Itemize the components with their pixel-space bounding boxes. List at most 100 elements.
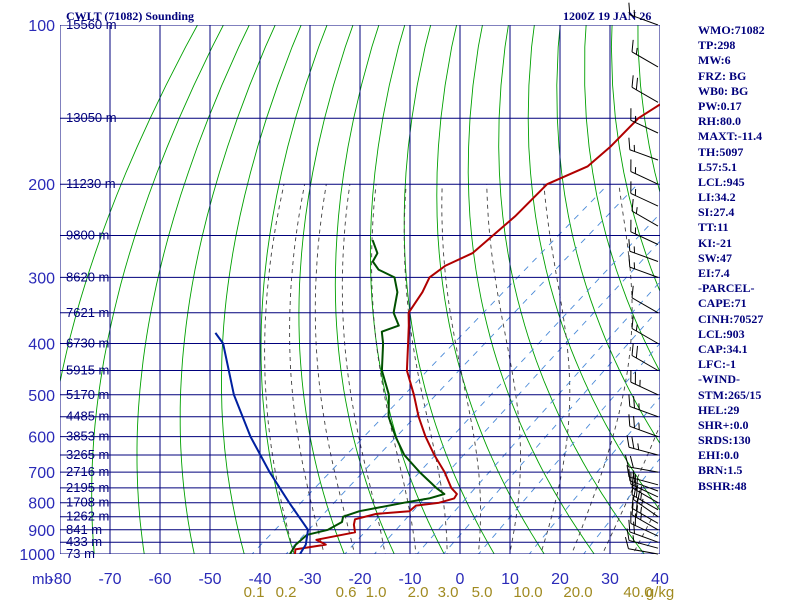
- wind-barb: [631, 39, 659, 68]
- pressure-tick-label: 100: [28, 18, 55, 35]
- index-item: SHR+:0.0: [698, 417, 749, 432]
- index-item: KI:-21: [698, 235, 732, 250]
- mixing-ratio-line: [478, 342, 660, 554]
- wind-barb: [628, 2, 659, 26]
- height-label: 9800 m: [66, 228, 109, 243]
- height-label: 1262 m: [66, 509, 109, 524]
- height-label: 6730 m: [66, 336, 109, 351]
- mixing-ratio-label: 1.0: [366, 584, 387, 600]
- pressure-tick-label: 200: [28, 177, 55, 194]
- moist-adiabat: [540, 184, 571, 554]
- moist-adiabat: [314, 184, 355, 554]
- wind-barb: [631, 75, 659, 103]
- temperature-tick-label: -70: [98, 571, 121, 588]
- mixing-ratio-line: [285, 183, 638, 554]
- dewpoint-profile: [289, 239, 446, 554]
- stability-indices-panel: WMO:71082 TP:298 MW:6 FRZ: BG WB0: BG PW:0.17…: [698, 23, 798, 494]
- temperature-tick-label: 10: [501, 571, 519, 588]
- dry-adiabat: [403, 25, 495, 554]
- wind-barb: [628, 394, 659, 418]
- mixing-ratio-line: [640, 528, 660, 554]
- mixing-ratio-unit-label: g/kg: [646, 584, 674, 600]
- dry-adiabat: [298, 25, 354, 554]
- index-item: HEL:29: [698, 402, 740, 417]
- wind-barb: [626, 465, 659, 486]
- mixing-ratio-label: 0.1: [244, 584, 265, 600]
- height-label: 5170 m: [66, 387, 109, 402]
- height-label: 433 m: [66, 534, 102, 549]
- dry-adiabat: [334, 25, 395, 554]
- wind-barb: [630, 181, 659, 207]
- wind-barb: [631, 343, 659, 371]
- index-item: TT:11: [698, 220, 729, 235]
- temperature-tick-label: 30: [601, 571, 619, 588]
- pressure-tick-label: 800: [28, 496, 55, 513]
- pressure-tick-label: 700: [28, 465, 55, 482]
- dry-adiabat: [136, 25, 250, 554]
- pressure-tick-label: 500: [28, 388, 55, 405]
- mixing-ratio-line: [443, 307, 660, 554]
- index-item: STM:265/15: [698, 387, 762, 402]
- mixing-ratio-line: [251, 183, 609, 554]
- mixing-ratio-label: 5.0: [472, 584, 493, 600]
- height-label: 841 m: [66, 522, 102, 537]
- height-label: 73 m: [66, 546, 95, 561]
- moist-adiabat: [371, 184, 417, 554]
- temperature-tick-label: -30: [298, 571, 321, 588]
- wind-barb: [630, 370, 659, 396]
- index-item: TH:5097: [698, 144, 744, 159]
- mixing-ratio-line: [416, 281, 660, 554]
- wind-barb: [631, 496, 659, 524]
- wind-barb: [630, 108, 659, 134]
- index-item: LCL:945: [698, 174, 745, 189]
- index-item: WB0: BG: [698, 83, 749, 98]
- mixing-ratio-line: [373, 240, 660, 554]
- dry-adiabat: [260, 25, 328, 554]
- index-item: L57:5.1: [698, 159, 737, 174]
- pressure-tick-label: 1000: [19, 547, 55, 564]
- pressure-tick-label: 300: [28, 270, 55, 287]
- wind-barb: [631, 316, 659, 344]
- moist-adiabat: [601, 424, 660, 554]
- height-label: 1708 m: [66, 495, 109, 510]
- pressure-tick-label: 900: [28, 523, 55, 540]
- wind-barb: [630, 159, 659, 185]
- index-item: BRN:1.5: [698, 463, 743, 478]
- mixing-ratio-label: 0.6: [336, 584, 357, 600]
- temperature-profile: [294, 103, 660, 554]
- mixing-ratio-label: 20.0: [563, 584, 592, 600]
- temperature-tick-label: -50: [198, 571, 221, 588]
- moist-adiabat: [441, 184, 482, 554]
- temperature-tick-label: 0: [456, 571, 465, 588]
- height-label: 8620 m: [66, 269, 109, 284]
- mixing-ratio-label: 2.0: [408, 584, 429, 600]
- wind-barb: [630, 219, 659, 245]
- index-item: FRZ: BG: [698, 68, 747, 83]
- index-item: CINH:70527: [698, 311, 764, 326]
- temperature-tick-label: 40: [651, 571, 669, 588]
- wind-barb: [628, 519, 659, 543]
- index-item: SI:27.4: [698, 205, 735, 220]
- temperature-tick-label: -80: [48, 571, 71, 588]
- index-item: SW:47: [698, 250, 733, 265]
- height-label: 13050 m: [66, 110, 117, 125]
- height-label: 11230 m: [66, 176, 116, 191]
- index-item: RH:80.0: [698, 114, 741, 129]
- height-label: 15560 m: [66, 17, 117, 32]
- index-item: MAXT:-11.4: [698, 129, 763, 144]
- temperature-tick-label: 20: [551, 571, 569, 588]
- index-item: -WIND-: [698, 372, 740, 387]
- mixing-ratio-label: 10.0: [513, 584, 542, 600]
- index-item: LCL:903: [698, 326, 745, 341]
- height-label: 2195 m: [66, 480, 109, 495]
- pressure-tick-label: 600: [28, 430, 55, 447]
- index-item: CAP:34.1: [698, 341, 748, 356]
- pressure-axis-unit-label: mb: [32, 571, 53, 588]
- moist-adiabat: [264, 184, 295, 554]
- height-label: 5915 m: [66, 363, 109, 378]
- temperature-tick-label: -60: [148, 571, 171, 588]
- index-item: PW:0.17: [698, 98, 742, 113]
- dry-adiabat: [467, 25, 595, 554]
- index-item: MW:6: [698, 53, 731, 68]
